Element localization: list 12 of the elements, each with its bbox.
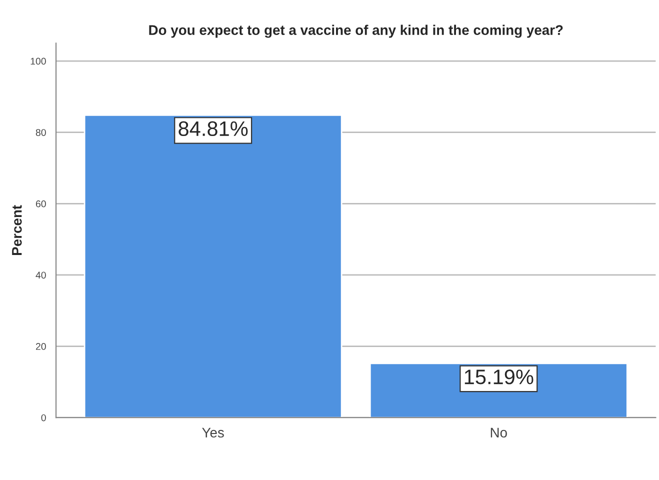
y-tick-label: 80 [36, 129, 46, 136]
y-tick-label: 20 [36, 343, 46, 350]
data-label: 84.81% [178, 121, 248, 136]
y-tick-label: 40 [36, 272, 46, 279]
y-tick-label: 100 [30, 58, 46, 65]
x-tick-label: Yes [202, 428, 224, 438]
y-tick-label: 0 [41, 414, 46, 422]
chart-title: Do you expect to get a vaccine of any kind in the coming year? [149, 24, 563, 38]
x-tick-label: No [490, 428, 507, 438]
y-tick-label: 60 [36, 200, 46, 208]
data-label: 15.19% [464, 370, 534, 384]
y-axis-title: Percent [12, 205, 22, 255]
